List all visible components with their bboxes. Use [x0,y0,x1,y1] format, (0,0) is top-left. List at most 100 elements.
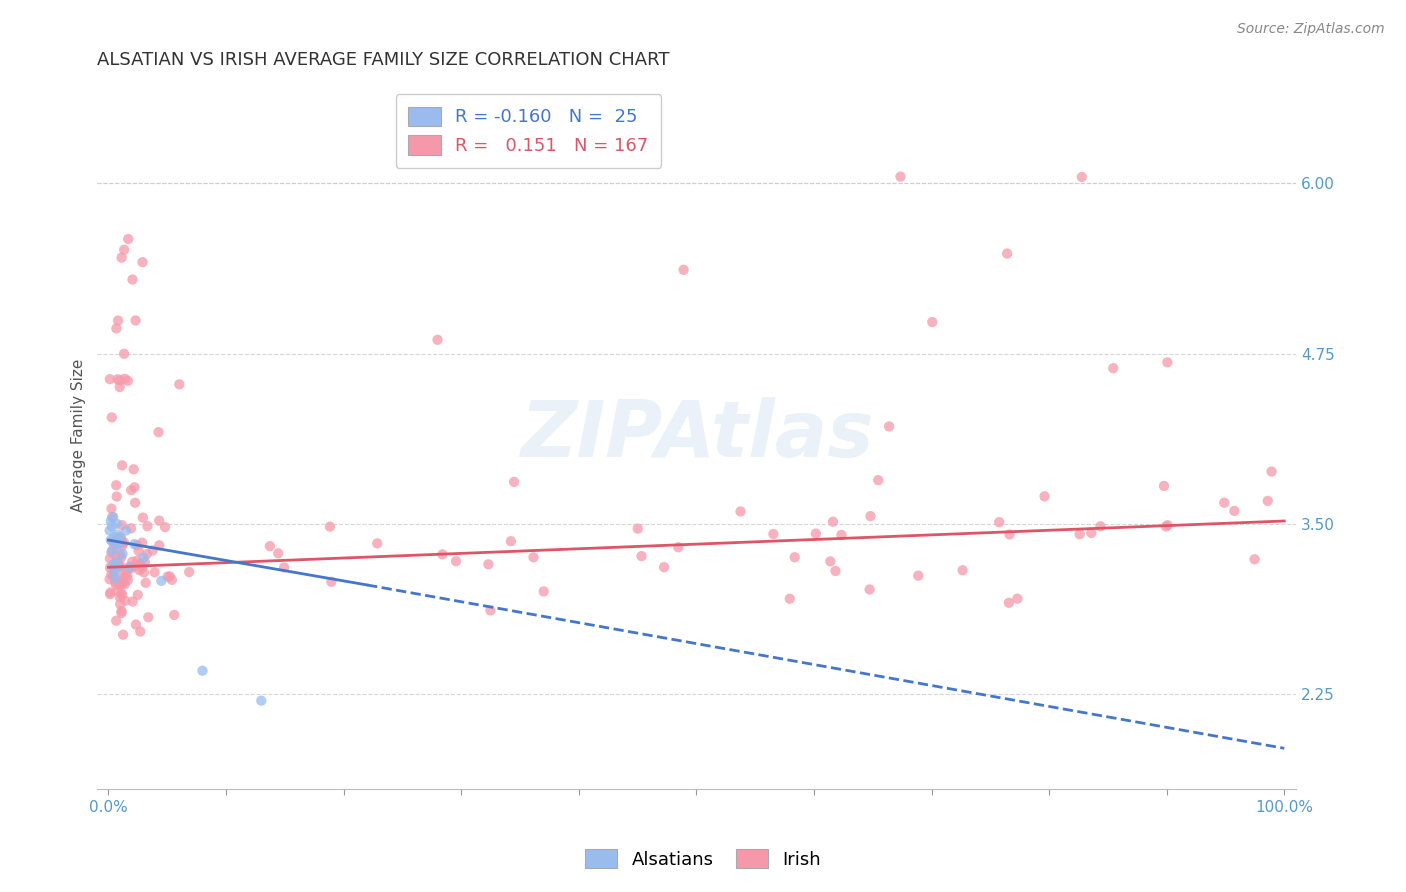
Point [533,584,555,599]
Point [110,586,132,600]
Point [779,591,801,606]
Point [111,539,134,553]
Point [112,535,135,549]
Point [1257,494,1279,508]
Point [129,624,152,639]
Point [120,483,142,497]
Point [111,576,134,591]
Point [821,515,844,529]
Point [107,557,129,571]
Point [783,550,806,565]
Point [105,559,128,574]
Legend: R = -0.160   N =  25, R =   0.151   N = 167: R = -0.160 N = 25, R = 0.151 N = 167 [395,94,661,168]
Text: Source: ZipAtlas.com: Source: ZipAtlas.com [1237,22,1385,37]
Point [907,568,929,582]
Point [114,577,136,591]
Point [110,550,132,565]
Point [131,535,153,549]
Point [100,545,122,559]
Point [112,347,135,361]
Text: ZIPAtlas: ZIPAtlas [520,397,873,474]
Point [1069,527,1091,541]
Point [259,539,281,553]
Point [503,475,526,489]
Point [100,501,122,516]
Point [110,548,132,562]
Point [889,169,911,184]
Point [103,569,125,583]
Point [859,582,882,597]
Point [110,559,132,574]
Legend: Alsatians, Irish: Alsatians, Irish [578,841,828,876]
Point [101,558,124,572]
Point [131,560,153,574]
Point [101,509,124,524]
Point [103,560,125,574]
Point [111,547,134,561]
Point [1033,489,1056,503]
Point [124,496,146,510]
Point [143,566,166,580]
Point [110,251,132,265]
Point [124,537,146,551]
Point [136,547,159,561]
Point [100,585,122,599]
Point [103,541,125,555]
Point [319,519,342,533]
Point [134,555,156,569]
Point [132,566,155,580]
Point [100,533,122,547]
Point [105,516,128,531]
Point [1260,465,1282,479]
Point [108,373,131,387]
Point [366,536,388,550]
Point [153,520,176,534]
Point [110,604,132,618]
Point [105,490,128,504]
Point [101,519,124,533]
Point [105,555,128,569]
Point [426,333,449,347]
Point [121,594,143,608]
Point [148,425,170,439]
Point [112,571,135,585]
Point [118,559,141,574]
Point [135,575,157,590]
Point [129,558,152,572]
Point [179,565,201,579]
Point [104,533,127,548]
Point [98,551,121,566]
Point [160,573,183,587]
Point [995,246,1018,260]
Point [117,374,139,388]
Point [117,573,139,587]
Point [114,372,136,386]
Point [98,572,121,586]
Point [988,515,1011,529]
Point [131,255,153,269]
Point [121,555,143,569]
Point [121,272,143,286]
Point [107,313,129,327]
Point [824,564,846,578]
Point [159,569,181,583]
Point [169,377,191,392]
Point [112,628,135,642]
Point [104,536,127,550]
Point [98,524,121,538]
Point [111,588,134,602]
Point [110,577,132,591]
Point [138,610,160,624]
Point [444,554,467,568]
Point [104,578,127,592]
Point [128,544,150,558]
Point [101,535,124,549]
Point [804,526,827,541]
Point [321,574,343,589]
Point [1154,519,1177,533]
Point [125,617,148,632]
Point [101,410,124,425]
Point [98,587,121,601]
Point [108,578,131,592]
Point [132,550,155,565]
